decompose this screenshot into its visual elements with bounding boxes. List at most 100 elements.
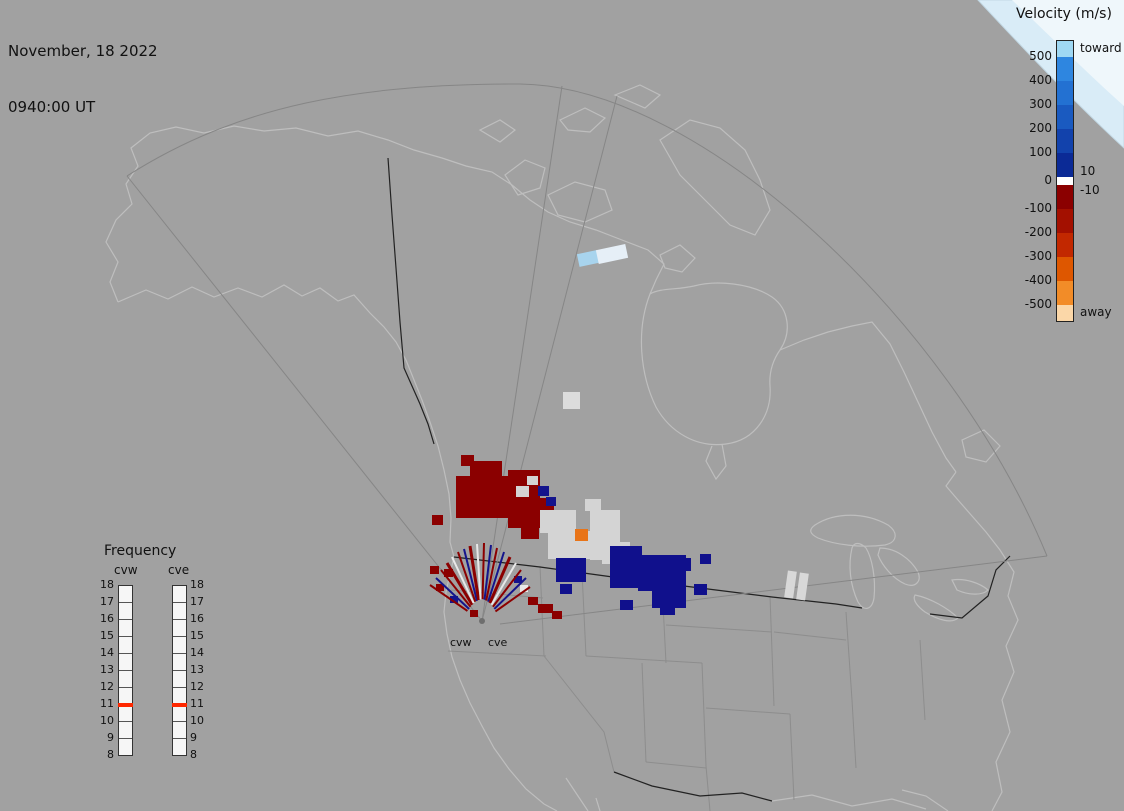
velocity-cell [620, 600, 633, 610]
near-range-echo [451, 556, 475, 604]
frequency-tick-label: 16 [190, 612, 204, 625]
frequency-tick-label: 8 [107, 748, 114, 761]
fan-edge-east [499, 555, 1048, 625]
near-range-echo [481, 542, 485, 600]
velocity-tick-label: -300 [1024, 249, 1052, 263]
velocity-tick-label: 100 [1029, 145, 1052, 159]
velocity-cells [430, 244, 809, 619]
radar-fan [126, 83, 1048, 625]
frequency-tick-label: 15 [100, 629, 114, 642]
velocity-side-label: -10 [1080, 183, 1100, 197]
frequency-column-cve: cve [168, 563, 190, 577]
near-range-echo [468, 545, 481, 601]
velocity-cell [521, 526, 539, 539]
velocity-cell [470, 610, 478, 617]
frequency-tick-label: 14 [100, 646, 114, 659]
velocity-cell [456, 476, 514, 518]
frequency-legend-title: Frequency [104, 543, 177, 559]
frequency-tick-label: 18 [190, 578, 204, 591]
frequency-tick-label: 17 [100, 595, 114, 608]
frequency-tick-label: 18 [100, 578, 114, 591]
velocity-cell [546, 497, 556, 506]
radar-site-label: cvw [450, 636, 472, 649]
frequency-tick-label: 11 [190, 697, 204, 710]
frequency-tick-label: 8 [190, 748, 197, 761]
velocity-colorbar [1056, 40, 1074, 322]
velocity-cell [796, 572, 809, 601]
radar-site-dot [479, 618, 485, 624]
frequency-tick-label: 10 [190, 714, 204, 727]
velocity-cell [784, 570, 797, 599]
velocity-cell [430, 566, 439, 574]
frequency-tick-label: 9 [190, 731, 197, 744]
frequency-ticks-right: 18 17 16 15 14 13 12 11 10 9 8 [190, 578, 216, 761]
velocity-legend: Velocity (m/s) 500 400 300 200 100 0 -100 -200 -… [1012, 6, 1124, 338]
velocity-cell [610, 546, 642, 588]
velocity-side-label: 10 [1080, 164, 1096, 178]
velocity-side-label: away [1080, 305, 1112, 319]
fan-beam-line [481, 95, 618, 622]
near-range-echo [457, 551, 477, 603]
frequency-tick-label: 16 [100, 612, 114, 625]
frequency-marker-cve [172, 703, 187, 707]
frequency-bar-cvw [118, 585, 133, 756]
velocity-cell [540, 510, 576, 533]
near-range-echo [490, 562, 517, 606]
frequency-bar-cve [172, 585, 187, 756]
frequency-tick-label: 9 [107, 731, 114, 744]
frequency-tick-label: 12 [100, 680, 114, 693]
radar-site-label: cve [488, 636, 508, 649]
velocity-cell [528, 597, 538, 605]
velocity-cell [700, 554, 711, 564]
coastlines [105, 84, 1019, 811]
velocity-cell [444, 569, 453, 577]
fan-beam-line [481, 85, 563, 622]
near-range-echo [493, 577, 527, 610]
near-range-echo [494, 586, 531, 613]
velocity-tick-label: -100 [1024, 201, 1052, 215]
velocity-tick-label: 200 [1029, 121, 1052, 135]
velocity-tick-label: 500 [1029, 49, 1052, 63]
velocity-cell [660, 604, 675, 615]
velocity-cell [520, 585, 528, 592]
velocity-cell [450, 596, 458, 603]
velocity-cell [576, 250, 600, 267]
velocity-cell [527, 476, 538, 485]
state-borders [447, 565, 926, 811]
velocity-cell [676, 558, 691, 571]
near-range-echo [445, 562, 474, 606]
frequency-tick-label: 11 [100, 697, 114, 710]
fan-edge-west [126, 175, 483, 622]
velocity-side-label: toward [1080, 41, 1122, 55]
velocity-cell [538, 486, 549, 496]
velocity-cell [575, 529, 588, 541]
fan-outer-arc [126, 83, 1048, 557]
near-range-echo [463, 548, 478, 602]
frequency-tick-label: 10 [100, 714, 114, 727]
velocity-cell [552, 611, 562, 619]
velocity-tick-label: -400 [1024, 273, 1052, 287]
radar-site-labels: cvw cve [450, 636, 508, 649]
near-range-echo [429, 584, 469, 612]
velocity-cell [563, 392, 580, 409]
frequency-tick-label: 13 [100, 663, 114, 676]
velocity-tick-label: 0 [1044, 173, 1052, 187]
velocity-cell [538, 604, 553, 613]
near-range-echo [488, 556, 512, 604]
near-range-echo [435, 577, 470, 610]
velocity-tick-label: -500 [1024, 297, 1052, 311]
frequency-tick-label: 13 [190, 663, 204, 676]
velocity-cell [516, 486, 529, 497]
near-range-echo [492, 569, 522, 608]
velocity-cell [461, 455, 474, 466]
near-range-echo [485, 547, 498, 601]
velocity-cell [694, 584, 707, 595]
velocity-tick-label: 300 [1029, 97, 1052, 111]
frequency-tick-label: 12 [190, 680, 204, 693]
frequency-legend: Frequency cvw cve 18 17 16 15 14 13 12 11 10 9 8 1… [88, 543, 228, 761]
frequency-column-cvw: cvw [114, 563, 138, 577]
velocity-cell [470, 461, 502, 479]
velocity-tick-label: 400 [1029, 73, 1052, 87]
